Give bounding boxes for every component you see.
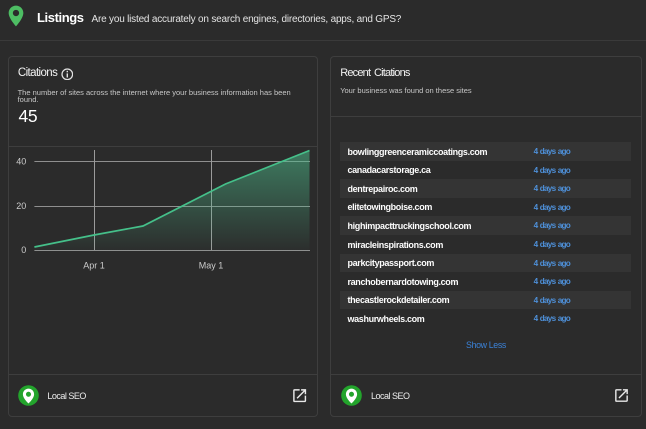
svg-text:20: 20 <box>16 201 26 211</box>
svg-text:40: 40 <box>16 156 26 166</box>
svg-text:0: 0 <box>21 245 26 255</box>
svg-text:Apr 1: Apr 1 <box>83 260 105 270</box>
svg-text:May 1: May 1 <box>199 260 224 270</box>
